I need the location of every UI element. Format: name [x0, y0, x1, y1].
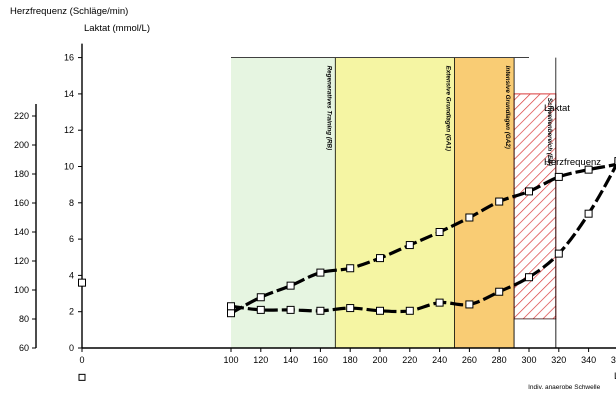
- data-point: [346, 264, 355, 273]
- left-tick-label: 140: [14, 227, 29, 237]
- x-axis-title: Leistung (Watt): [614, 371, 616, 382]
- right-tick-label: 6: [69, 234, 74, 244]
- data-point: [346, 304, 355, 313]
- data-point: [316, 268, 325, 277]
- left-tick-label: 200: [14, 140, 29, 150]
- x-tick-label: 300: [521, 355, 536, 365]
- right-tick-label: 2: [69, 307, 74, 317]
- labels-layer: Regeneratives Training (RB) Extensive Gru…: [325, 66, 601, 169]
- right-tick-label: 4: [69, 270, 74, 280]
- left-tick-label: 120: [14, 256, 29, 266]
- data-point: [584, 165, 593, 174]
- data-point: [405, 306, 414, 315]
- left-axis-title: Herzfrequenz (Schläge/min): [10, 6, 128, 17]
- data-point: [376, 306, 384, 315]
- right-axis-title: Laktat (mmol/L): [84, 23, 150, 34]
- data-point: [78, 373, 86, 381]
- data-point: [435, 228, 444, 236]
- right-tick-label: 12: [64, 125, 74, 135]
- x-tick-label: 180: [343, 355, 358, 365]
- data-point: [495, 287, 504, 296]
- threshold-note: Indiv. anaerobe Schwelle: [528, 384, 601, 391]
- x-tick-label: 160: [313, 355, 328, 365]
- zone-label: Extensive Grundlagen (GA1): [445, 66, 452, 151]
- x-tick-label: 220: [402, 355, 417, 365]
- data-point: [614, 157, 616, 166]
- right-tick-label: 0: [69, 343, 74, 353]
- data-point: [256, 293, 265, 302]
- x-tick-label: 280: [492, 355, 507, 365]
- data-point: [584, 209, 593, 218]
- data-point: [405, 241, 414, 250]
- data-point: [256, 305, 265, 314]
- series-label: Laktat: [544, 103, 570, 114]
- x-tick-label: 120: [253, 355, 268, 365]
- data-point: [227, 309, 235, 318]
- x-tick-label: 240: [432, 355, 447, 365]
- data-point: [525, 273, 533, 282]
- left-tick-label: 100: [14, 285, 29, 295]
- series-label: Herzfrequenz: [544, 157, 601, 168]
- data-point: [376, 254, 384, 263]
- right-tick-label: 10: [64, 162, 74, 172]
- data-point: [435, 298, 444, 307]
- left-tick-label: 160: [14, 198, 29, 208]
- data-point: [495, 197, 504, 206]
- data-point: [465, 213, 474, 222]
- zone-label: Schwellenbereich (EB): [546, 98, 553, 166]
- x-tick-label: 360: [611, 355, 616, 365]
- data-point: [227, 302, 235, 311]
- data-point: [286, 281, 295, 290]
- right-tick-label: 8: [69, 198, 74, 208]
- zone-band: [231, 57, 336, 348]
- data-point: [465, 300, 474, 309]
- zone-label: Regeneratives Training (RB): [325, 66, 332, 151]
- left-tick-label: 60: [19, 343, 29, 353]
- x-tick-label: 200: [372, 355, 387, 365]
- left-tick-label: 80: [19, 314, 29, 324]
- x-tick-label: 260: [462, 355, 477, 365]
- data-point: [78, 278, 86, 287]
- zone-hatched-base: [513, 318, 557, 349]
- series-layer: [78, 157, 616, 381]
- x-tick-label: 140: [283, 355, 298, 365]
- left-tick-label: 220: [14, 111, 29, 121]
- x-tick-label: 320: [551, 355, 566, 365]
- data-point: [316, 306, 325, 315]
- data-point: [554, 249, 563, 258]
- data-point: [286, 305, 295, 314]
- x-tick-label: 340: [581, 355, 596, 365]
- x-tick-label: 100: [223, 355, 238, 365]
- right-tick-label: 14: [64, 89, 74, 99]
- zone-label: Intensive Grundlagen (GA2): [504, 66, 511, 149]
- data-point: [554, 172, 563, 181]
- right-tick-label: 16: [64, 53, 74, 63]
- x-tick-label: 0: [79, 355, 84, 365]
- zone-band: [335, 57, 455, 348]
- left-tick-label: 180: [14, 169, 29, 179]
- data-point: [525, 187, 533, 196]
